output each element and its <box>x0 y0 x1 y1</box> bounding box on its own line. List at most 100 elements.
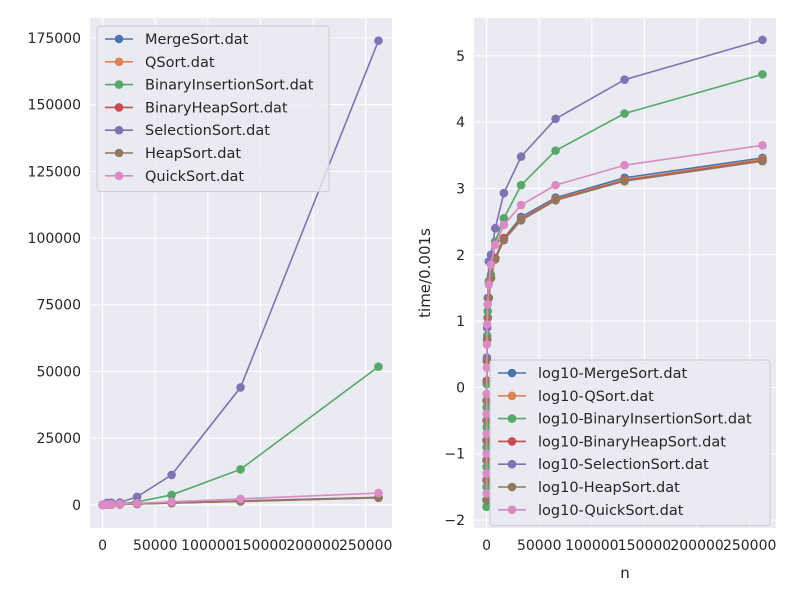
x-tick-label: 100000 <box>565 538 618 554</box>
y-axis-label: time/0.001s <box>416 228 434 318</box>
data-point <box>374 488 383 498</box>
data-point <box>482 339 492 349</box>
x-tick-label: 250000 <box>723 538 776 554</box>
x-tick-label: 200000 <box>670 538 723 554</box>
data-point <box>482 389 491 399</box>
x-tick-label: 0 <box>482 538 491 554</box>
y-tick-label: 2 <box>456 248 465 264</box>
data-point <box>482 363 492 372</box>
legend-label: log10-BinaryInsertionSort.dat <box>538 412 752 428</box>
data-point <box>499 235 509 245</box>
data-point <box>551 146 560 155</box>
data-point <box>551 196 560 205</box>
y-tick-label: 4 <box>456 115 465 131</box>
x-tick-label: 150000 <box>234 538 287 554</box>
data-point <box>620 176 629 186</box>
data-point <box>374 36 383 45</box>
data-point <box>132 499 142 508</box>
legend-swatch-marker <box>114 103 124 112</box>
legend-box <box>489 359 771 527</box>
y-tick-label: 5 <box>456 49 465 65</box>
y-tick-label: 100000 <box>28 231 81 247</box>
y-tick-label: 0 <box>456 380 465 396</box>
data-point <box>484 280 494 289</box>
data-point <box>482 429 491 439</box>
y-tick-label: 25000 <box>36 431 81 447</box>
legend-label: log10-QuickSort.dat <box>538 503 684 519</box>
legend-label: HeapSort.dat <box>145 146 241 162</box>
data-point <box>551 114 560 124</box>
x-tick-label: 50000 <box>517 538 562 554</box>
x-tick-label: 50000 <box>133 538 178 554</box>
legend-label: log10-QSort.dat <box>538 389 654 405</box>
data-point <box>236 494 245 504</box>
data-point <box>482 469 491 478</box>
legend-swatch-marker <box>114 57 124 67</box>
data-point <box>482 409 491 419</box>
y-tick-label: 1 <box>456 314 465 330</box>
data-point <box>499 188 509 198</box>
series-group <box>98 36 383 510</box>
data-point <box>236 465 245 474</box>
series-group <box>482 35 767 512</box>
legend-label: QSort.dat <box>145 55 215 71</box>
legend: log10-MergeSort.dat log10-QSort.dat log10-… <box>489 359 771 527</box>
legend-label: log10-MergeSort.dat <box>538 366 687 382</box>
data-point <box>490 240 500 250</box>
data-point <box>236 383 245 392</box>
data-point <box>551 180 560 190</box>
data-point <box>482 502 491 512</box>
legend-swatch-marker <box>507 505 517 515</box>
data-point <box>106 500 116 509</box>
legend-label: BinaryHeapSort.dat <box>145 100 288 116</box>
data-point <box>620 160 629 170</box>
data-point <box>758 141 767 150</box>
data-point <box>499 220 509 230</box>
legend-label: MergeSort.dat <box>145 32 249 48</box>
legend-swatch-marker <box>507 459 517 469</box>
data-point <box>758 156 767 166</box>
y-tick-label: −1 <box>444 447 465 463</box>
y-tick-label: 3 <box>456 181 465 197</box>
data-point <box>620 75 629 84</box>
data-point <box>482 489 491 498</box>
legend: MergeSort.dat QSort.dat BinaryInsertionSor… <box>96 25 330 193</box>
data-point <box>499 213 509 223</box>
legend-label: log10-BinaryHeapSort.dat <box>538 434 726 450</box>
legend-swatch-marker <box>114 34 124 44</box>
left-panel: 0 50000 100000 150000 200000 2500000250005000… <box>28 18 392 554</box>
legend-swatch-marker <box>114 171 124 181</box>
y-tick-label: 125000 <box>28 164 81 180</box>
data-point <box>482 320 492 329</box>
x-tick-label: 100000 <box>181 538 234 554</box>
data-point <box>516 152 526 161</box>
legend-swatch-marker <box>114 80 124 89</box>
y-tick-label: 150000 <box>28 98 81 114</box>
data-point <box>132 492 142 502</box>
data-point <box>482 495 491 505</box>
legend-label: SelectionSort.dat <box>145 123 270 139</box>
legend-box <box>96 25 330 193</box>
x-axis-label: n <box>620 564 630 582</box>
legend-swatch-marker <box>507 368 517 378</box>
data-point <box>167 497 176 507</box>
legend-label: log10-SelectionSort.dat <box>538 457 709 473</box>
y-tick-label: 50000 <box>36 364 81 380</box>
x-tick-label: 150000 <box>618 538 671 554</box>
legend-label: log10-HeapSort.dat <box>538 480 680 496</box>
data-point <box>490 223 500 233</box>
legend-swatch-marker <box>114 125 124 135</box>
x-tick-label: 250000 <box>339 538 392 554</box>
data-point <box>167 490 176 500</box>
data-point <box>758 35 767 45</box>
data-point <box>374 362 383 371</box>
data-point <box>482 449 491 459</box>
data-point <box>483 300 493 309</box>
legend-swatch-marker <box>507 482 517 492</box>
legend-label: BinaryInsertionSort.dat <box>145 78 314 94</box>
y-tick-label: 75000 <box>36 298 81 314</box>
data-point <box>167 470 176 480</box>
y-tick-label: 0 <box>72 498 81 514</box>
data-point <box>516 180 526 190</box>
